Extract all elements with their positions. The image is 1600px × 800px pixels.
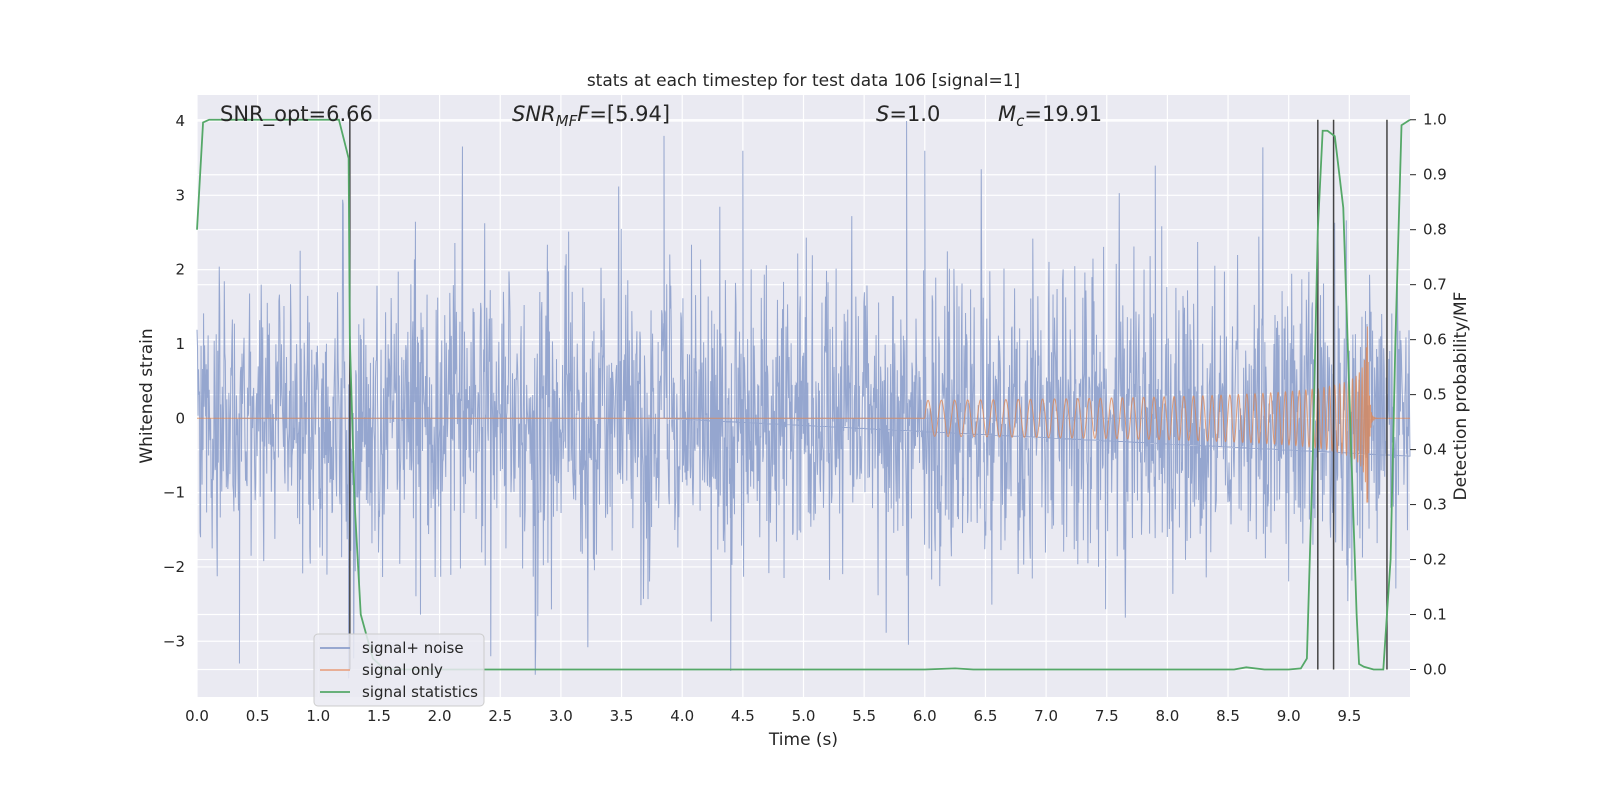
- y-right-tick-label: 0.3: [1423, 496, 1447, 514]
- x-tick-label: 0.0: [185, 707, 209, 725]
- chart-title: stats at each timestep for test data 106…: [587, 71, 1020, 91]
- y-right-tick-label: 0.1: [1423, 606, 1447, 624]
- legend-label: signal only: [362, 661, 443, 679]
- x-tick-label: 5.5: [852, 707, 876, 725]
- x-tick-label: 9.0: [1277, 707, 1301, 725]
- s-value: =1.0: [889, 102, 940, 126]
- s-symbol: S: [876, 102, 889, 126]
- noise-series: [196, 121, 1411, 679]
- y-left-tick-label: −3: [163, 632, 185, 650]
- axis-ticks: 0.0 0.5 1.0 1.5 2.0 2.5 3.0 3.5 4.0 4.5 5.0 5.5 6.0 6…: [163, 111, 1447, 725]
- y-right-tick-label: 0.4: [1423, 441, 1447, 459]
- y-right-tick-label: 0.8: [1423, 221, 1447, 239]
- x-tick-label: 0.5: [246, 707, 270, 725]
- annotation-snr-mf: SNRMFF=[5.94]: [512, 102, 670, 130]
- snr-mf-subscript: MF: [556, 112, 578, 130]
- x-tick-label: 2.5: [488, 707, 512, 725]
- y-axis-label-right: Detection probability/MF: [1451, 292, 1471, 501]
- annotation-s: S=1.0: [876, 102, 940, 126]
- snr-mf-value: =[5.94]: [589, 102, 670, 126]
- y-right-tick-label: 0.6: [1423, 331, 1447, 349]
- x-tick-label: 3.5: [610, 707, 634, 725]
- y-left-tick-label: −2: [163, 558, 185, 576]
- mc-symbol: M: [998, 102, 1016, 126]
- y-left-tick-label: 0: [175, 409, 185, 427]
- y-left-tick-label: 2: [175, 261, 185, 279]
- y-right-tick-label: 0.0: [1423, 661, 1447, 679]
- x-tick-label: 4.0: [670, 707, 694, 725]
- y-right-tick-label: 0.9: [1423, 166, 1447, 184]
- x-tick-label: 5.0: [792, 707, 816, 725]
- y-left-tick-label: 1: [175, 335, 185, 353]
- x-tick-label: 7.5: [1095, 707, 1119, 725]
- mc-value: =19.91: [1024, 102, 1102, 126]
- snr-mf-symbol: SNR: [512, 102, 556, 126]
- y-left-tick-label: 4: [175, 112, 185, 130]
- y-right-tick-label: 0.2: [1423, 551, 1447, 569]
- x-tick-label: 7.0: [1034, 707, 1058, 725]
- legend-box: [313, 633, 485, 707]
- y-right-tick-label: 0.5: [1423, 386, 1447, 404]
- x-tick-label: 4.5: [731, 707, 755, 725]
- x-tick-label: 8.0: [1155, 707, 1179, 725]
- y-axis-label-left: Whitened strain: [137, 328, 157, 463]
- x-tick-label: 1.5: [367, 707, 391, 725]
- signal-only-line: [197, 326, 1410, 503]
- annotation-mc: Mc=19.91: [998, 102, 1102, 130]
- x-tick-label: 6.0: [913, 707, 937, 725]
- signal-series: [197, 326, 1410, 503]
- snr-mf-f: F: [577, 102, 590, 126]
- x-tick-label: 9.5: [1337, 707, 1361, 725]
- x-tick-label: 3.0: [549, 707, 573, 725]
- x-axis-label: Time (s): [768, 730, 838, 750]
- y-right-tick-label: 0.7: [1423, 276, 1447, 294]
- x-tick-label: 8.5: [1216, 707, 1240, 725]
- mc-subscript: c: [1016, 112, 1025, 130]
- annotation-snr-opt: SNR_opt=6.66: [220, 102, 373, 127]
- x-tick-label: 6.5: [974, 707, 998, 725]
- y-right-tick-label: 1.0: [1423, 111, 1447, 129]
- y-left-tick-label: 3: [175, 186, 185, 204]
- x-tick-label: 2.0: [428, 707, 452, 725]
- legend-label: signal+ noise: [362, 639, 464, 657]
- signal-statistics-line: [196, 118, 1411, 671]
- legend-label: signal statistics: [362, 683, 478, 701]
- statistics-series: [196, 118, 1411, 671]
- y-left-tick-label: −1: [163, 484, 185, 502]
- signal-plus-noise-line: [196, 121, 1411, 679]
- legend: signal+ noise signal only signal statistic…: [313, 633, 485, 707]
- x-tick-label: 1.0: [306, 707, 330, 725]
